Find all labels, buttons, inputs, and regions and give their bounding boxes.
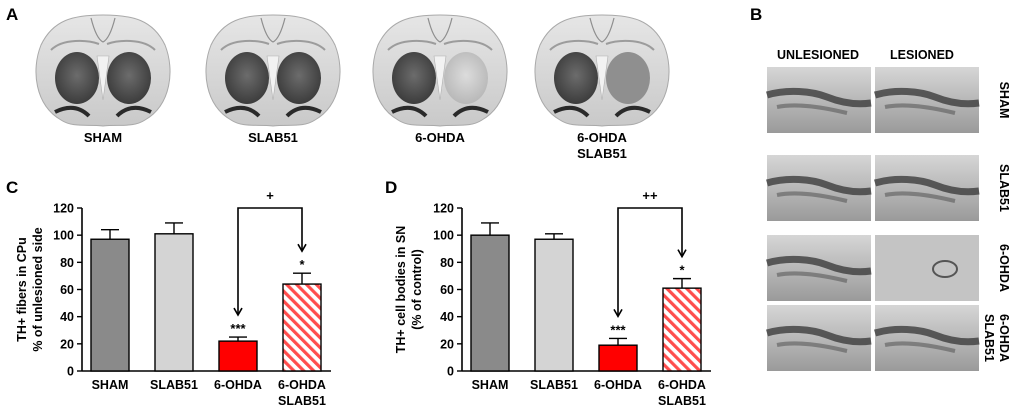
x-tick-label: 6-OHDA <box>214 378 262 392</box>
brain-section-sham <box>33 13 173 128</box>
y-tick-label: 20 <box>60 337 74 351</box>
panel-label-a: A <box>6 5 18 24</box>
y-tick-label: 80 <box>440 256 454 270</box>
x-tick-label: 6-OHDA <box>594 378 642 392</box>
brain-section-6ohda-slab51 <box>532 13 672 128</box>
panel-label-b: B <box>750 5 762 24</box>
x-tick-label: 6-OHDA <box>658 378 706 392</box>
x-tick-label: SHAM <box>472 378 509 392</box>
bar-chart-th-fibers-cpu: 0 20 40 60 80 100 120 TH+ fibers in CPu% of unl… <box>15 188 331 408</box>
sn-image-slab51-lesioned <box>875 155 979 221</box>
x-tick-label: SHAM <box>92 378 129 392</box>
panel-a-label-6ohda-slab51-line1: 6-OHDA <box>577 130 627 145</box>
y-tick-label: 40 <box>440 310 454 324</box>
panel-a-label-6ohda: 6-OHDA <box>415 130 465 145</box>
sn-image-6ohda-slab51-lesioned <box>875 305 979 371</box>
significance-label: *** <box>230 321 246 336</box>
y-tick-label: 60 <box>60 283 74 297</box>
bar-chart-th-cell-bodies-sn: 0 20 40 60 80 100 120 TH+ cell bodies in SN (% o… <box>394 188 711 408</box>
panel-b: B UNLESIONED LESIONED SHAM SLAB51 6-OHDA <box>750 5 1011 371</box>
bracket-arrowhead <box>233 307 243 317</box>
sn-image-6ohda-slab51-unlesioned <box>767 305 871 371</box>
bar <box>598 344 638 372</box>
column-header-lesioned: LESIONED <box>890 48 954 62</box>
bracket-significance-label: ++ <box>642 188 658 203</box>
panel-a-label-slab51: SLAB51 <box>248 130 298 145</box>
bar <box>662 287 702 372</box>
panel-a: A SHAM SLAB51 6-OHDA 6-OHDA SLAB51 <box>6 5 672 161</box>
y-tick-label: 80 <box>60 256 74 270</box>
x-tick-label: SLAB51 <box>658 394 706 408</box>
row-label-6ohda: 6-OHDA <box>997 244 1011 292</box>
comparison-bracket <box>237 207 303 316</box>
sn-image-slab51-unlesioned <box>767 155 871 221</box>
x-tick-label: SLAB51 <box>150 378 198 392</box>
panel-a-label-sham: SHAM <box>84 130 122 145</box>
bracket-arrowhead <box>297 243 307 253</box>
panel-a-label-6ohda-slab51-line2: SLAB51 <box>577 146 627 161</box>
y-tick-label: 20 <box>440 337 454 351</box>
comparison-bracket <box>617 207 683 317</box>
bracket-significance-label: + <box>266 188 274 203</box>
sn-image-sham-lesioned <box>875 67 979 133</box>
column-header-unlesioned: UNLESIONED <box>777 48 859 62</box>
panel-label-d: D <box>385 178 397 197</box>
bar <box>282 283 322 372</box>
sn-image-6ohda-unlesioned <box>767 235 871 301</box>
sn-image-6ohda-lesioned <box>875 235 979 301</box>
panel-label-c: C <box>6 178 18 197</box>
bar <box>470 234 510 372</box>
significance-label: * <box>299 257 305 272</box>
sn-row-6ohda-slab51 <box>767 305 979 371</box>
y-tick-label: 0 <box>67 365 74 379</box>
row-label-6ohda-slab51-line2: SLAB51 <box>982 314 996 362</box>
row-label-sham: SHAM <box>997 82 1011 119</box>
row-label-6ohda-slab51-line1: 6-OHDA <box>997 314 1011 362</box>
y-tick-label: 60 <box>440 283 454 297</box>
bar <box>154 233 194 372</box>
y-tick-label: 100 <box>433 229 454 243</box>
significance-label: *** <box>610 322 626 337</box>
bar <box>534 238 574 372</box>
row-label-slab51: SLAB51 <box>997 164 1011 212</box>
y-tick-label: 40 <box>60 310 74 324</box>
y-tick-label: 120 <box>53 202 74 216</box>
bar <box>218 340 258 372</box>
sn-row-slab51 <box>767 155 979 221</box>
sn-image-sham-unlesioned <box>767 67 871 133</box>
y-axis-label: TH+ cell bodies in SN <box>394 226 408 353</box>
y-axis-label: TH+ fibers in CPu <box>15 237 29 342</box>
x-tick-label: SLAB51 <box>530 378 578 392</box>
y-tick-label: 100 <box>53 229 74 243</box>
significance-label: * <box>679 263 685 278</box>
brain-section-slab51 <box>203 13 343 128</box>
bracket-arrowhead <box>613 309 623 319</box>
y-tick-label: 120 <box>433 202 454 216</box>
y-axis-label: (% of control) <box>410 249 424 330</box>
y-tick-label: 0 <box>447 365 454 379</box>
bracket-arrowhead <box>677 249 687 259</box>
sn-row-sham <box>767 67 979 133</box>
sn-row-6ohda <box>767 235 979 301</box>
y-axis-label: % of unlesioned side <box>31 227 45 351</box>
x-tick-label: SLAB51 <box>278 394 326 408</box>
brain-section-6ohda <box>370 13 510 128</box>
x-tick-label: 6-OHDA <box>278 378 326 392</box>
bar <box>90 238 130 372</box>
